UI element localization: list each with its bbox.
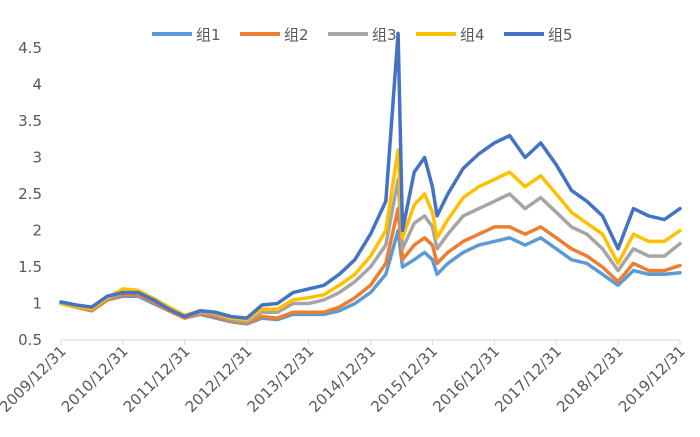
y-tick-label: 3 — [32, 149, 42, 167]
y-tick-label: 4.5 — [18, 39, 42, 57]
y-tick-label: 4 — [32, 76, 42, 94]
y-tick-label: 0.5 — [18, 331, 42, 349]
plot-area — [59, 31, 682, 326]
series-line-1 — [59, 228, 682, 326]
y-axis: 0.5 1 1.5 2 2.5 3 3.5 4 4.5 — [18, 39, 42, 349]
legend: 组1 组2 组3 组4 组5 — [152, 26, 573, 44]
legend-label-3: 组3 — [372, 26, 397, 44]
y-tick-label: 3.5 — [18, 112, 42, 130]
y-tick-label: 1 — [32, 295, 42, 313]
x-axis: 2009/12/312010/12/312011/12/312012/12/31… — [0, 339, 689, 416]
x-tick-label: 2019/12/31 — [615, 342, 689, 416]
y-tick-label: 2 — [32, 222, 42, 240]
legend-label-1: 组1 — [196, 26, 221, 44]
legend-label-4: 组4 — [460, 26, 485, 44]
y-tick-label: 2.5 — [18, 185, 42, 203]
y-tick-label: 1.5 — [18, 258, 42, 276]
legend-label-2: 组2 — [284, 26, 309, 44]
series-line-5 — [59, 31, 682, 320]
series-line-4 — [59, 148, 682, 322]
legend-label-5: 组5 — [548, 26, 573, 44]
